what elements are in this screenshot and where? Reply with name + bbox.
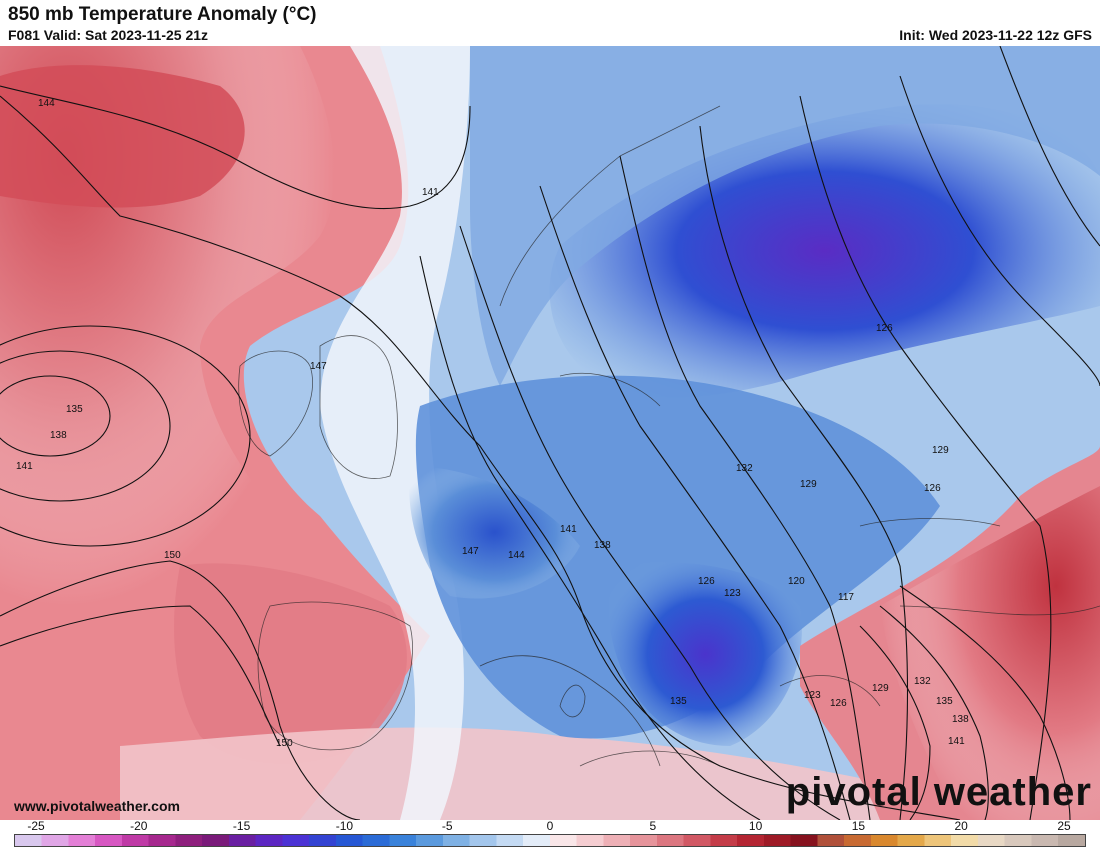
height-contours bbox=[0, 46, 1100, 820]
contour-label: 126 bbox=[830, 698, 847, 709]
contour-label: 132 bbox=[914, 676, 931, 687]
contour-label: 138 bbox=[50, 430, 67, 441]
map-title: 850 mb Temperature Anomaly (°C) bbox=[8, 4, 317, 25]
colorbar-tick: -5 bbox=[441, 819, 453, 833]
contour-label: 129 bbox=[872, 683, 889, 694]
contour-label: 138 bbox=[952, 714, 969, 725]
colorbar-tick: -10 bbox=[335, 819, 354, 833]
contour-label: 141 bbox=[16, 461, 33, 472]
contour-label: 135 bbox=[936, 696, 953, 707]
colorbar-tick: -20 bbox=[130, 819, 148, 833]
contour-label: 135 bbox=[66, 404, 83, 415]
brand-logo: pivotal weather bbox=[785, 770, 1092, 814]
contour-label: 129 bbox=[932, 445, 949, 456]
contour-label: 120 bbox=[788, 576, 805, 587]
contour-label: 126 bbox=[876, 323, 893, 334]
colorbar-tick: 5 bbox=[649, 819, 657, 833]
warm-iceland bbox=[0, 65, 245, 208]
cold-central bbox=[415, 375, 940, 739]
colorbar-tick: 25 bbox=[1057, 819, 1071, 833]
contour-label: 135 bbox=[670, 696, 687, 707]
coastlines bbox=[238, 105, 1100, 767]
contour-label: 141 bbox=[422, 187, 439, 198]
contour-label: 132 bbox=[736, 463, 753, 474]
colorbar-tick: -15 bbox=[232, 819, 251, 833]
colorbar-tick: 0 bbox=[546, 819, 554, 833]
cold-northeast-fill bbox=[470, 46, 1100, 386]
colorbar-tick: -25 bbox=[27, 819, 45, 833]
contour-label: 144 bbox=[508, 550, 525, 561]
contour-labels: 144 141 147 135 138 141 150 150 147 144 … bbox=[16, 98, 969, 749]
contour-label: 123 bbox=[804, 690, 821, 701]
colorbar bbox=[14, 834, 1086, 847]
contour-label: 138 bbox=[594, 540, 611, 551]
anomaly-map[interactable]: 144 141 147 135 138 141 150 150 147 144 … bbox=[0, 46, 1100, 820]
contour-label: 129 bbox=[800, 479, 817, 490]
contour-label: 147 bbox=[462, 546, 479, 557]
colorbar-tick: 15 bbox=[851, 819, 866, 833]
init-time: Init: Wed 2023-11-22 12z GFS bbox=[899, 27, 1092, 43]
header: 850 mb Temperature Anomaly (°C) F081 Val… bbox=[0, 0, 1100, 46]
contour-label: 144 bbox=[38, 98, 55, 109]
contour-label: 147 bbox=[310, 361, 327, 372]
colorbar-tick: 10 bbox=[748, 819, 763, 833]
contour-label: 141 bbox=[948, 736, 965, 747]
website-label: www.pivotalweather.com bbox=[14, 798, 180, 814]
valid-time: F081 Valid: Sat 2023-11-25 21z bbox=[8, 27, 209, 43]
colorbar-ticks: -25 -20 -15 -10 -5 0 5 10 15 20 25 bbox=[14, 819, 1086, 833]
warm-nafrica bbox=[120, 727, 900, 820]
contour-label: 126 bbox=[698, 576, 715, 587]
cold-balkans bbox=[608, 562, 802, 746]
transition-band bbox=[320, 46, 470, 820]
contour-label: 123 bbox=[724, 588, 741, 599]
contour-label: 150 bbox=[276, 738, 293, 749]
contour-label: 117 bbox=[838, 592, 854, 603]
warm-southeast-core bbox=[880, 486, 1100, 820]
contour-label: 126 bbox=[924, 483, 941, 494]
cold-alps bbox=[409, 466, 580, 599]
colorbar-tick: 20 bbox=[954, 819, 968, 833]
warm-iberia bbox=[174, 563, 407, 765]
contour-label: 141 bbox=[560, 524, 577, 535]
contour-label: 150 bbox=[164, 550, 181, 561]
